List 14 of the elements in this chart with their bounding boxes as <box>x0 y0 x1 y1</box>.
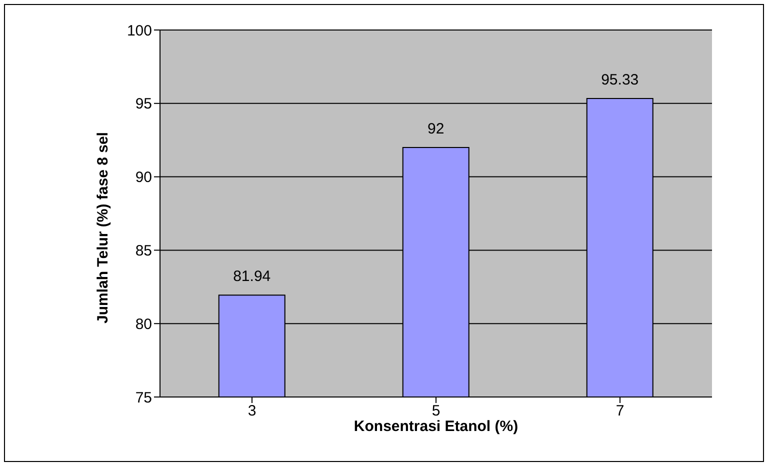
y-tick-label: 80 <box>135 316 152 333</box>
y-tick-label: 90 <box>135 169 152 186</box>
x-tick-label: 5 <box>432 402 440 420</box>
data-label: 95.33 <box>601 72 639 89</box>
y-tick-label: 75 <box>135 389 152 406</box>
data-label: 92 <box>428 120 444 138</box>
x-tick-label: 3 <box>248 402 256 420</box>
x-axis-title: Konsentrasi Etanol (%) <box>354 418 518 435</box>
y-axis-title: Jumlah Telur (%) fase 8 sel <box>94 132 112 324</box>
y-tick-label: 100 <box>126 22 152 40</box>
y-tick-label: 85 <box>135 242 152 260</box>
x-tick-label: 7 <box>616 402 624 420</box>
data-label: 81.94 <box>233 268 271 286</box>
y-tick-label: 95 <box>135 96 152 113</box>
